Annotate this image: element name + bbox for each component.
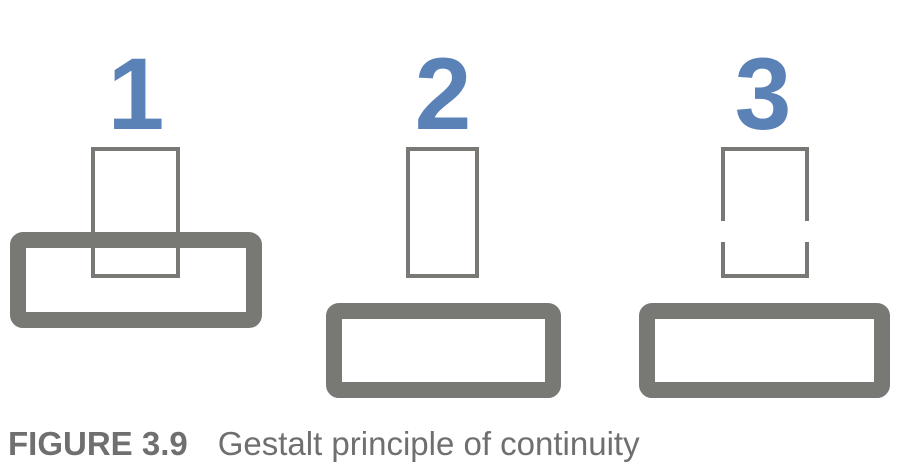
example-number-2: 2: [414, 37, 472, 151]
example-1-tall-rectangle: [91, 147, 180, 278]
example-3-shapes: [639, 147, 890, 398]
figure-caption-text: Gestalt principle of continuity: [217, 425, 640, 462]
example-number-3: 3: [734, 37, 792, 151]
example-2-shapes: [326, 147, 561, 398]
figure-label: FIGURE 3.9: [8, 425, 188, 462]
figure-caption: FIGURE 3.9 Gestalt principle of continuit…: [8, 424, 640, 464]
example-1-shapes: [10, 147, 262, 328]
example-1-wide-rectangle: [10, 232, 262, 328]
example-2-wide-rectangle: [326, 303, 561, 398]
example-3-wide-rectangle: [639, 303, 890, 398]
example-2-tall-rectangle: [406, 147, 479, 278]
example-3-broken-tall-rectangle: [721, 147, 809, 278]
example-number-1: 1: [107, 37, 165, 151]
